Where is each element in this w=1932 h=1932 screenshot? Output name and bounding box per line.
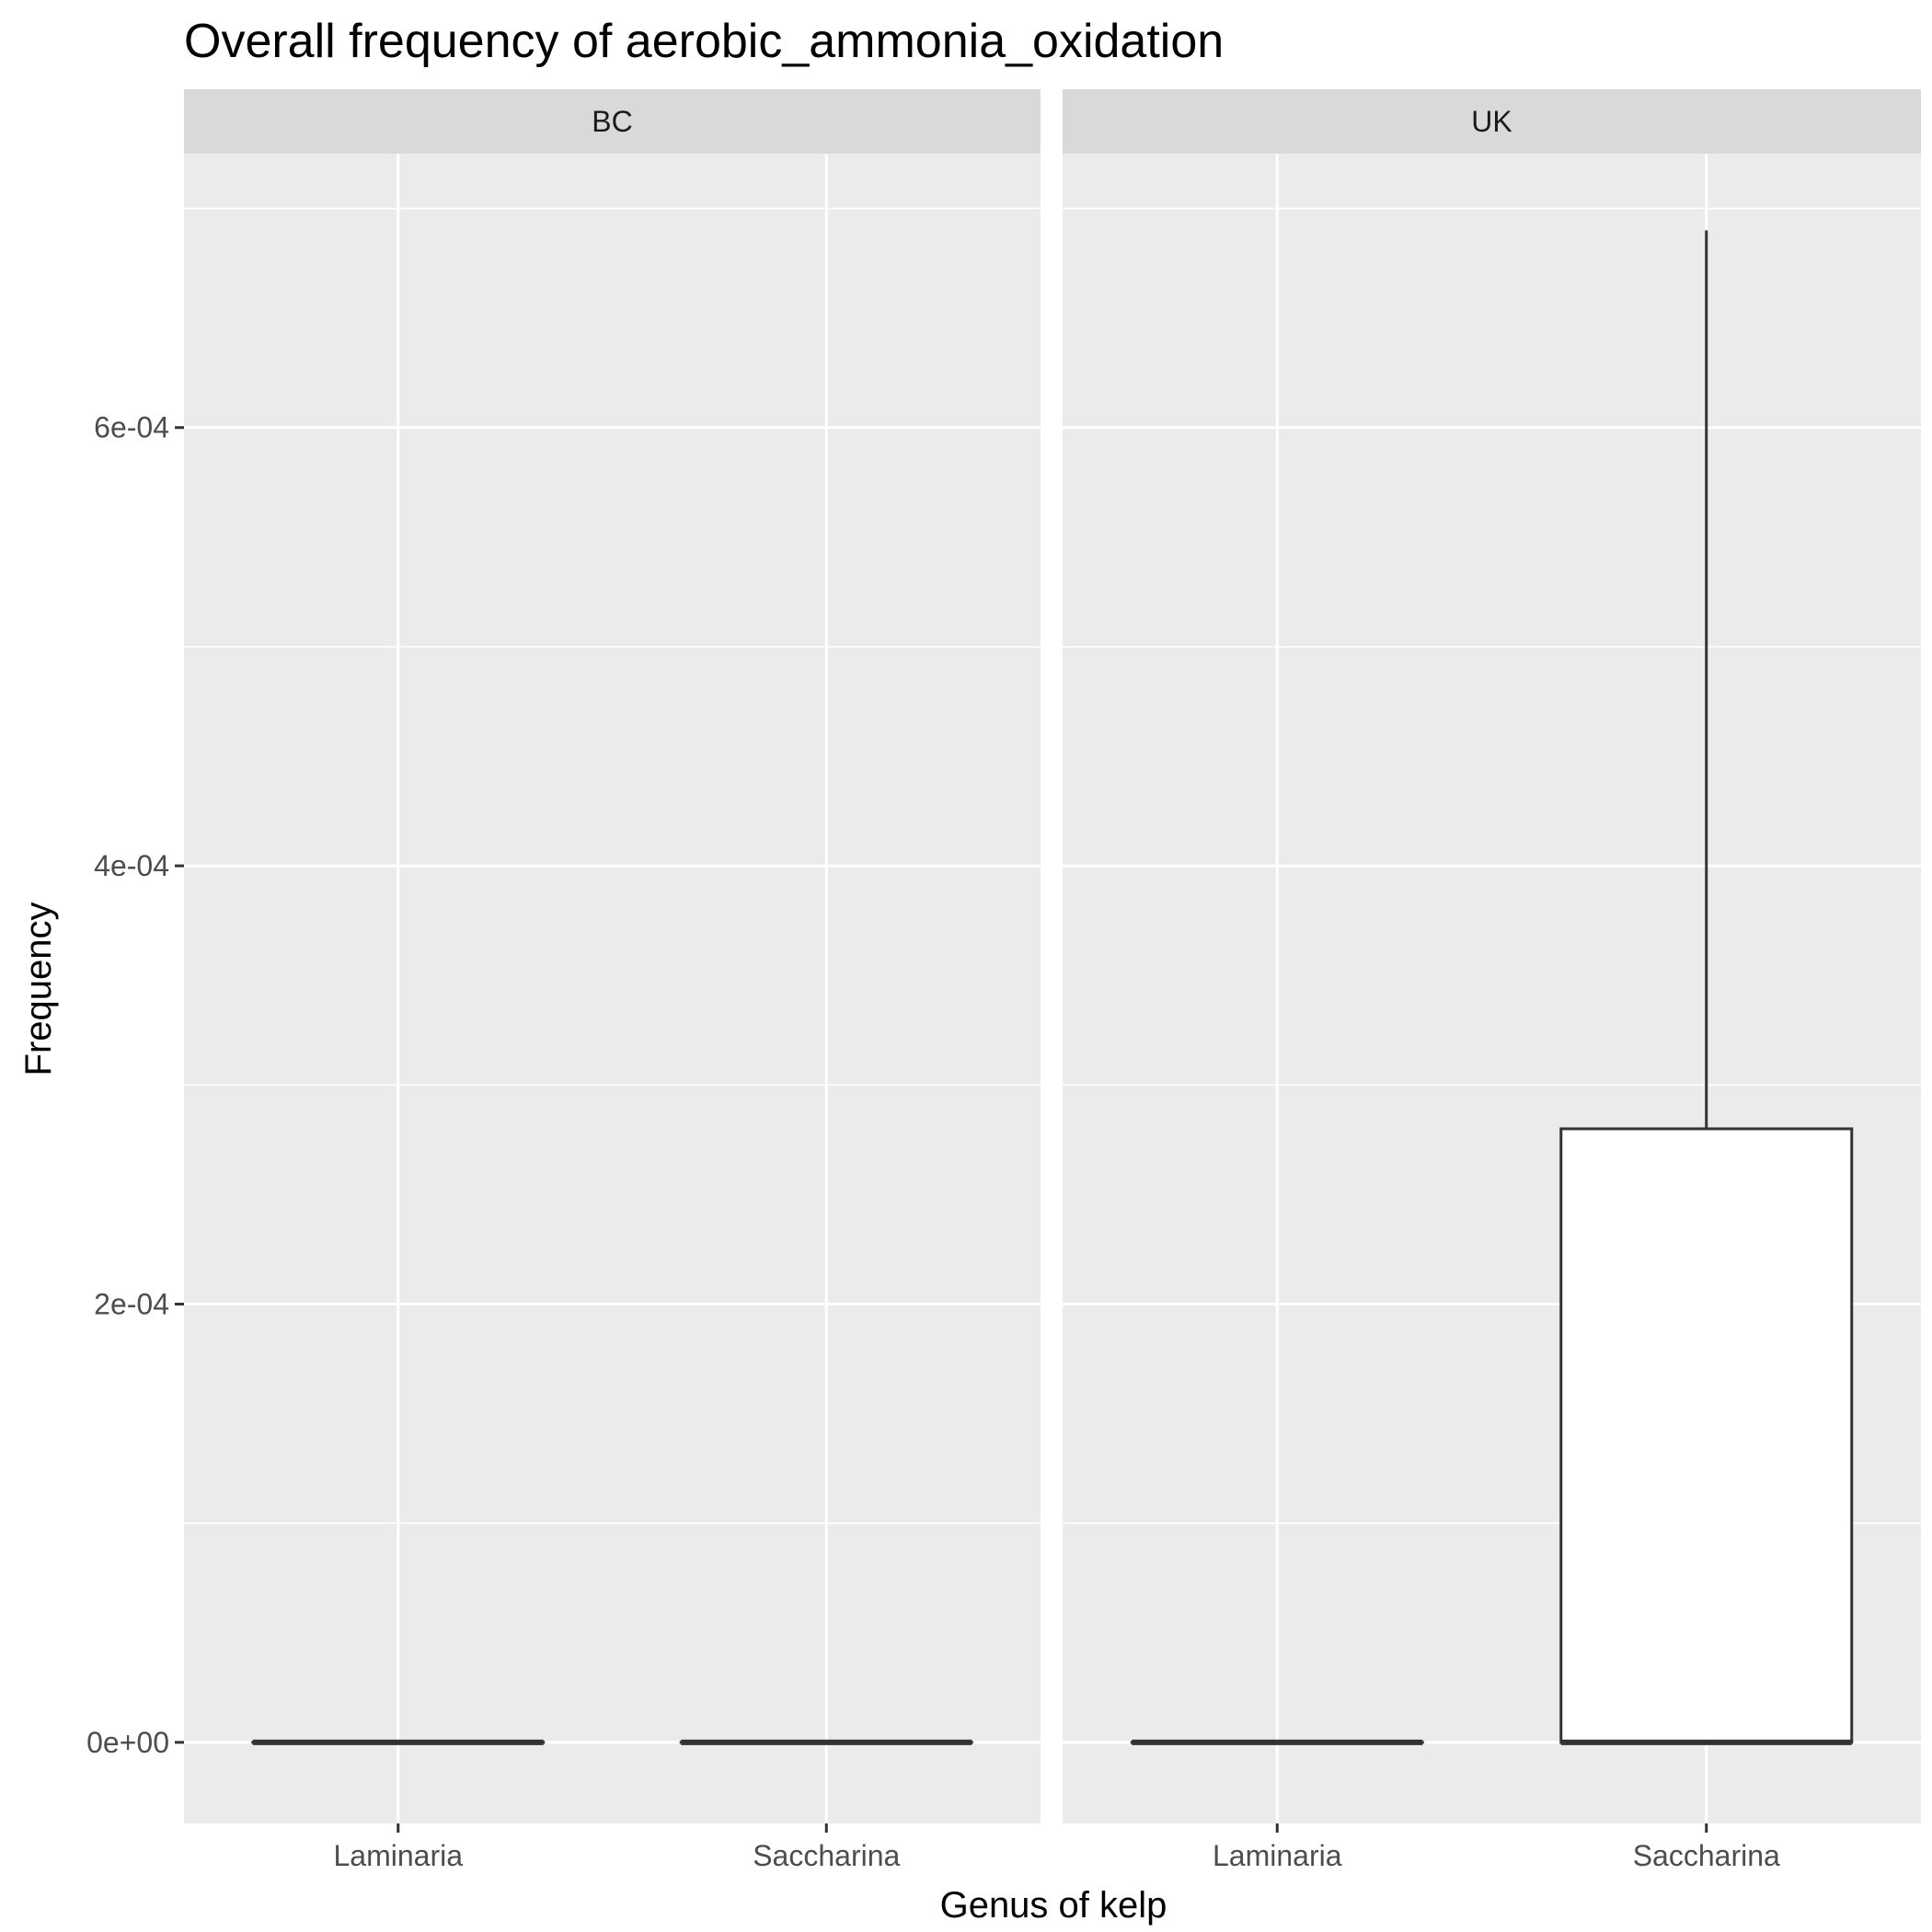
chart-title: Overall frequency of aerobic_ammonia_oxi… <box>184 15 1224 68</box>
panel-background <box>184 154 1041 1823</box>
y-tick-label: 4e-04 <box>94 849 169 882</box>
box-iqr <box>1559 1127 1854 1744</box>
x-axis-title: Genus of kelp <box>940 1885 1167 1926</box>
y-axis: 0e+00 2e-04 4e-04 6e-04 <box>86 411 184 1759</box>
facet-bc: BC Laminaria Saccharina <box>184 89 1041 1872</box>
y-tick-label: 6e-04 <box>94 411 169 444</box>
facet-strip-label: BC <box>592 105 632 138</box>
x-tick-label: Saccharina <box>1633 1839 1780 1872</box>
facet-panels: BC Laminaria Saccharina UK Laminaria Sacchari… <box>184 89 1921 1872</box>
y-axis-title: Frequency <box>18 903 59 1076</box>
x-tick-label: Laminaria <box>333 1839 463 1872</box>
facet-strip <box>1063 89 1921 154</box>
y-tick-label: 2e-04 <box>94 1287 169 1320</box>
x-tick-label: Saccharina <box>753 1839 900 1872</box>
facet-uk: UK Laminaria Saccharina <box>1063 89 1921 1872</box>
y-tick-label: 0e+00 <box>86 1726 169 1759</box>
facet-strip-label: UK <box>1471 105 1512 138</box>
x-tick-label: Laminaria <box>1213 1839 1342 1872</box>
facet-strip <box>184 89 1041 154</box>
box-uk-saccharina <box>1559 230 1854 1745</box>
